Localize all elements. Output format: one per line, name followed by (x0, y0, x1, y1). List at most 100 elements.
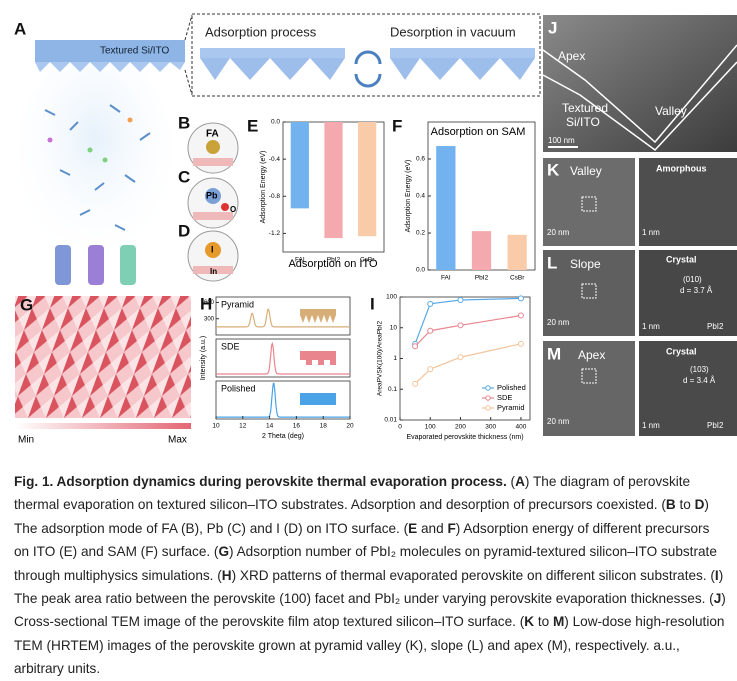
region-label: Slope (570, 257, 601, 271)
caption-text: to (534, 614, 553, 630)
panel-g: G Min Max (15, 295, 191, 446)
caption-text: ) The peak area ratio between the perovs… (14, 567, 724, 607)
caption-text: ) The adsorption mode of FA (B), Pb (C) … (14, 497, 709, 536)
caption-text: ) The diagram of perovskite thermal evap… (14, 474, 691, 513)
caption-text: ( (506, 474, 516, 489)
colorbar (15, 423, 191, 429)
data-point (517, 312, 524, 319)
bar-chart: 0.0 0.2 0.4 0.6 FAI PbI2 CsBr Adsorption Energy… (392, 116, 536, 282)
caption-text: K (524, 614, 535, 630)
source-crucible (88, 245, 104, 285)
atom-label: Pb (206, 190, 218, 200)
tem-image (543, 15, 737, 152)
texture-icon (300, 393, 336, 405)
hrtem-image (639, 158, 737, 246)
panel-label: M (547, 344, 561, 363)
surface (193, 212, 233, 220)
cycle-arrow (354, 50, 382, 65)
y-tick-label: 0.6 (416, 156, 425, 163)
y-tick-label: 0.4 (416, 193, 425, 200)
y-axis-label: Intensity (a.u.) (200, 336, 207, 380)
scale-label: 20 nm (547, 318, 570, 327)
scale-label: 1 nm (642, 322, 660, 331)
panel-label: K (547, 160, 560, 179)
source-crucible (120, 245, 136, 285)
legend-marker (485, 395, 491, 401)
data-point (457, 296, 464, 303)
texture (35, 62, 185, 72)
panel-j: J Apex Textured Si/ITO Valley 100 nm (542, 15, 737, 152)
x-tick-label: 0 (398, 424, 402, 431)
panel-label: J (548, 18, 557, 37)
plot-frame (215, 380, 351, 420)
series-line (414, 343, 522, 385)
y-axis-label: Adsorption Energy (eV) (405, 160, 412, 233)
data-point (412, 343, 419, 350)
page: A Textured Si/ITO Adsorption process Des… (14, 13, 737, 677)
bar (290, 122, 309, 209)
bar (471, 231, 492, 270)
caption-text: I (714, 567, 719, 583)
scale-label: 20 nm (547, 417, 570, 426)
x-tick-label: 100 (425, 424, 436, 431)
chart-annotation: Adsorption on ITO (288, 258, 378, 270)
y-axis-label: Adsorption Energy (eV) (260, 151, 267, 224)
zoom-line (184, 69, 193, 96)
region-label: Textured (562, 101, 608, 115)
tem-image (543, 158, 635, 246)
molecules (44, 104, 151, 231)
caption-text: ) Adsorption number of PbI₂ molecules on… (14, 544, 717, 583)
caption-text: M (552, 614, 565, 630)
x-tick-label: FAI (441, 275, 451, 282)
caption-text: Fig. 1. Adsorption dynamics during perov… (14, 474, 507, 489)
region-label: Valley (655, 104, 687, 118)
plane-label: (010) (683, 275, 702, 284)
panel-l: L Slope Crystal (010) d = 3.7 Å PbI2 20 … (543, 250, 737, 336)
atom-label: I (211, 244, 214, 254)
panel-label: I (370, 294, 375, 313)
process-label: Desorption in vacuum (390, 24, 516, 39)
x-tick-label: CsBr (510, 275, 525, 282)
simulation-map (15, 296, 191, 418)
caption-text: D (694, 497, 705, 513)
panel-label: E (247, 116, 258, 135)
panel-m: M Apex Crystal (103) d = 3.4 Å PbI2 20 n… (543, 341, 737, 436)
surface (193, 266, 233, 274)
phase-label: Crystal (666, 346, 697, 356)
y-tick-label: 300 (204, 316, 215, 322)
xrd-curve (216, 341, 350, 375)
data-point (427, 300, 434, 307)
caption-text: B (665, 497, 676, 513)
atom (206, 140, 220, 154)
process-box: Adsorption process Desorption in vacuum (191, 13, 541, 97)
region-label: Apex (578, 348, 605, 362)
colorbar-min: Min (18, 435, 34, 446)
region-label: Si/ITO (566, 115, 600, 129)
colorbar-max: Max (168, 435, 187, 446)
legend-label: Polished (497, 383, 526, 392)
vapor-plume (17, 50, 173, 270)
atom (221, 203, 229, 211)
panel-label: G (20, 295, 33, 314)
x-tick-label: 16 (293, 423, 301, 430)
series-label: Polished (221, 383, 256, 393)
data-point (517, 340, 524, 347)
substrate (390, 48, 535, 58)
panel-label: F (392, 116, 402, 135)
x-tick-label: 12 (239, 423, 247, 430)
process-label: Adsorption process (205, 24, 317, 39)
tem-image (543, 250, 635, 336)
tem-image (543, 341, 635, 436)
atom-label: In (210, 267, 217, 276)
y-tick-label: 0.1 (388, 386, 397, 393)
phase-label: Amorphous (656, 163, 707, 173)
scale-label: 1 nm (642, 421, 660, 430)
x-tick-label: 400 (516, 424, 527, 431)
caption-text: A (515, 474, 525, 489)
x-tick-label: 200 (455, 424, 466, 431)
zoom-line (184, 14, 193, 41)
series-line (414, 297, 521, 345)
y-tick-label: 0.0 (271, 119, 280, 126)
atom-label: O (230, 205, 236, 214)
scale-label: 20 nm (547, 228, 570, 237)
